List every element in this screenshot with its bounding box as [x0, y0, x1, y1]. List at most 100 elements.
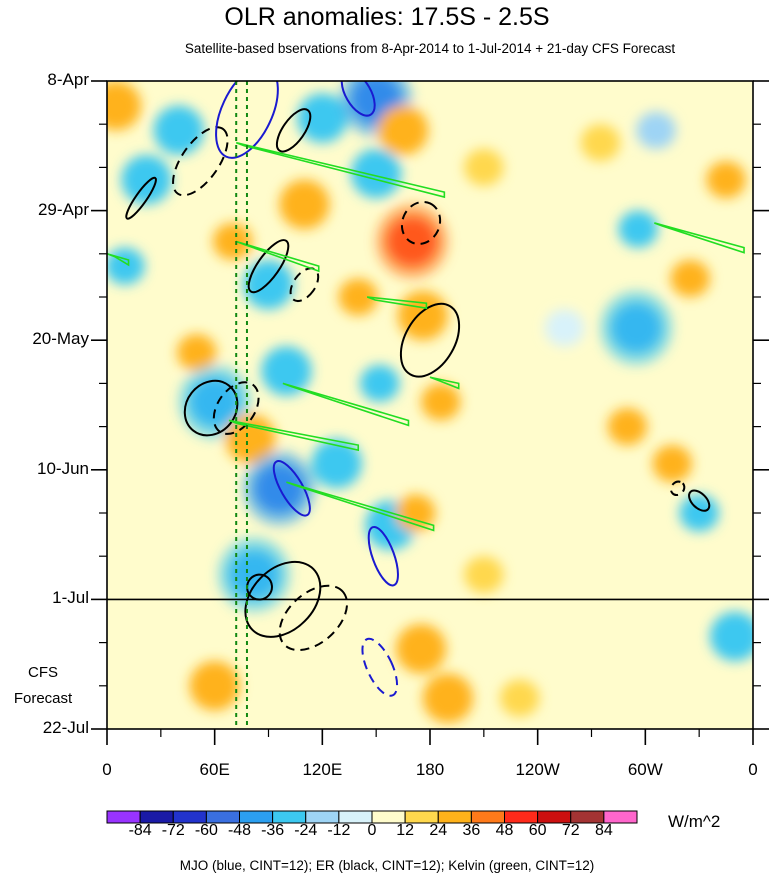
colorbar-tick-label: -60 — [194, 822, 218, 839]
olr-anomaly-cell — [189, 661, 240, 711]
er-contour — [289, 267, 320, 303]
olr-anomaly-cell — [107, 81, 142, 131]
olr-anomaly-cell — [706, 161, 746, 199]
er-contour — [247, 239, 290, 294]
er-contour — [125, 176, 157, 220]
colorbar — [106, 810, 638, 824]
er-contour — [172, 126, 229, 197]
olr-anomaly-cell — [297, 93, 348, 143]
olr-anomaly-cell — [360, 364, 400, 402]
y-tick-label: 10-Jun — [37, 458, 89, 478]
colorbar-tick-label: 36 — [462, 822, 481, 839]
colorbar-tick-label: -84 — [128, 822, 152, 839]
colorbar-tick-label: -36 — [261, 822, 285, 839]
olr-anomaly-cell — [709, 611, 753, 662]
forecast-label-line2: Forecast — [13, 690, 73, 707]
olr-anomaly-halo — [218, 537, 291, 612]
y-tick-label: 22-Jul — [42, 718, 89, 737]
x-tick-label: 60E — [199, 760, 230, 779]
x-tick-label: 180 — [415, 760, 445, 779]
mjo-contour — [340, 81, 376, 117]
er-contour — [212, 381, 260, 435]
wave-contours — [107, 81, 745, 729]
olr-anomaly-cell — [176, 334, 217, 372]
er-contour — [399, 302, 461, 378]
olr-anomaly-cell — [377, 105, 429, 156]
contour-legend-note: MJO (blue, CINT=12); ER (black, CINT=12)… — [179, 858, 595, 873]
kelvin-contour — [235, 141, 446, 199]
mjo-contour — [272, 460, 311, 517]
colorbar-tick-label: 24 — [429, 822, 448, 839]
chart-title: OLR anomalies: 17.5S - 2.5S — [224, 3, 550, 31]
colorbar-tick-label: -24 — [294, 822, 318, 839]
kelvin-contour — [282, 382, 410, 427]
olr-anomaly-field — [107, 81, 753, 723]
olr-anomaly-cell — [670, 259, 710, 297]
olr-anomaly-cell — [618, 210, 658, 248]
olr-anomaly-cell — [422, 673, 474, 723]
axis-ticks — [91, 80, 769, 745]
x-tick-label: 120E — [302, 760, 343, 779]
olr-anomaly-cell — [153, 105, 204, 156]
olr-anomaly-cell — [544, 309, 585, 347]
olr-anomaly-halo — [600, 290, 673, 365]
y-tick-label: 8-Apr — [47, 70, 89, 89]
mjo-contour — [361, 637, 399, 697]
kelvin-contour — [366, 296, 428, 310]
x-tick-label: 120W — [515, 760, 560, 779]
x-tick-label: 0 — [102, 760, 112, 779]
er-contour — [246, 573, 273, 601]
kelvin-contour — [429, 376, 460, 390]
olr-anomaly-cell — [107, 247, 145, 285]
colorbar-tick-label: -48 — [227, 822, 252, 839]
olr-anomaly-cell — [395, 494, 436, 532]
olr-anomaly-cell — [279, 179, 330, 230]
olr-anomaly-cell — [464, 556, 504, 594]
olr-anomaly-cell — [580, 124, 621, 162]
chart-subtitle: Satellite-based bservations from 8-Apr-2… — [184, 41, 676, 56]
er-contour — [183, 379, 239, 437]
olr-anomaly-cell — [243, 259, 294, 310]
mjo-contour — [215, 81, 279, 159]
er-contour — [688, 489, 711, 512]
colorbar-tick-label: 0 — [367, 822, 377, 839]
olr-anomaly-cell — [679, 494, 719, 532]
colorbar-tick-label: 48 — [495, 822, 514, 839]
x-tick-label: 60W — [627, 760, 663, 779]
er-contour — [400, 200, 442, 245]
er-contour — [244, 560, 322, 638]
x-tick-label: 0 — [748, 760, 758, 779]
olr-anomaly-cell — [652, 445, 692, 483]
colorbar-tick-label: 72 — [561, 822, 580, 839]
y-tick-label: 1-Jul — [52, 588, 89, 608]
colorbar-tick-label: 60 — [528, 822, 547, 839]
colorbar-units: W/m^2 — [668, 812, 721, 831]
olr-anomaly-cell — [261, 346, 312, 396]
kelvin-contour — [286, 481, 435, 532]
colorbar-tick-label: -72 — [161, 822, 185, 839]
olr-anomaly-cell — [499, 679, 540, 717]
colorbar-tick-label: 12 — [396, 822, 415, 839]
olr-anomaly-cell — [397, 290, 448, 341]
kelvin-contour — [107, 253, 130, 267]
colorbar-swatch — [603, 810, 638, 824]
olr-anomaly-cell — [351, 148, 402, 199]
y-tick-label: 29-Apr — [37, 199, 89, 219]
er-contour — [669, 480, 686, 497]
plot-area — [107, 81, 753, 729]
colorbar-tick-label: -12 — [327, 822, 351, 839]
colorbar-tick-label: 84 — [594, 822, 613, 839]
kelvin-contour — [654, 222, 745, 254]
olr-anomaly-cell — [212, 222, 253, 260]
olr-anomaly-cell — [464, 148, 504, 186]
olr-anomaly-cell — [395, 624, 447, 674]
er-contour — [275, 108, 312, 153]
olr-anomaly-cell — [338, 278, 378, 316]
olr-anomaly-cell — [121, 155, 172, 205]
forecast-label-line1: CFS — [28, 664, 58, 681]
olr-anomaly-cell — [607, 408, 648, 446]
olr-anomaly-cell — [311, 438, 362, 489]
olr-anomaly-cell — [421, 383, 461, 421]
olr-anomaly-cell — [636, 111, 676, 149]
